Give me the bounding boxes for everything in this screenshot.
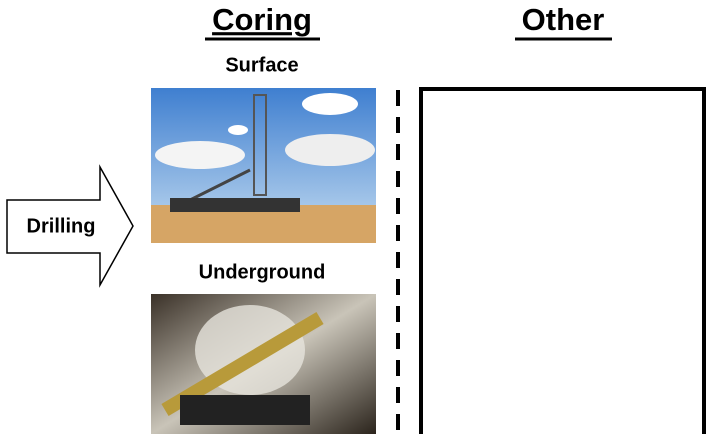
arrow-label: Drilling [27,215,96,237]
image-label: Underground [199,261,326,283]
other-box [421,89,704,434]
surface-photo [151,88,376,243]
column-title: Other [522,2,605,37]
image-label: Surface [225,54,298,76]
underground-photo [151,294,376,434]
diagram: Coring Other Surface Underground Drillin… [0,0,708,434]
column-title: Coring [212,2,312,37]
